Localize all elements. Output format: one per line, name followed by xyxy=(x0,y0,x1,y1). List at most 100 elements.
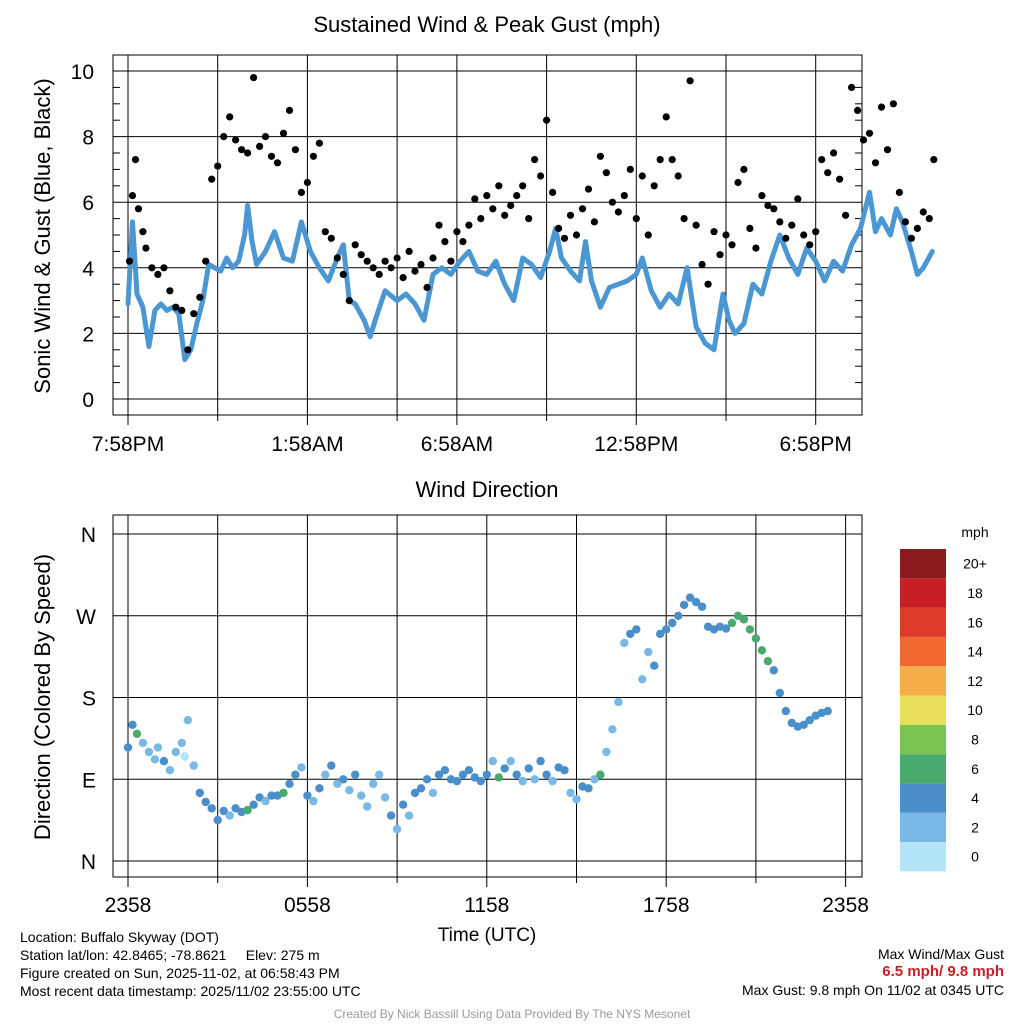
gust-point xyxy=(447,257,455,265)
direction-ytick-label: N xyxy=(81,851,96,874)
direction-point xyxy=(632,625,641,634)
gust-point xyxy=(327,234,335,242)
gust-point xyxy=(131,156,140,164)
direction-point xyxy=(213,815,222,825)
gust-point xyxy=(674,172,682,180)
gust-point xyxy=(728,241,736,249)
direction-point xyxy=(363,802,372,811)
direction-point xyxy=(805,716,814,725)
gust-point xyxy=(608,198,617,206)
sonic-wind-line xyxy=(125,189,935,363)
station-info: Location: Buffalo Skyway (DOT) Station l… xyxy=(20,928,361,1000)
wind-ytick-label: 2 xyxy=(82,323,94,346)
direction-point xyxy=(602,747,611,757)
gust-point xyxy=(632,215,640,223)
direction-point xyxy=(488,756,497,766)
direction-point xyxy=(309,796,318,806)
gust-point xyxy=(620,192,628,200)
colorbar-label: 0 xyxy=(971,849,979,865)
gust-point xyxy=(261,133,270,141)
gust-point xyxy=(566,211,575,219)
direction-plot-frame xyxy=(112,514,863,878)
gust-point xyxy=(160,264,168,272)
direction-point xyxy=(572,795,581,804)
gust-point xyxy=(764,201,772,210)
direction-chart-title: Wind Direction xyxy=(415,477,558,502)
gust-point xyxy=(770,205,778,213)
gust-point xyxy=(572,231,581,239)
gust-point xyxy=(345,297,353,305)
direction-point xyxy=(650,661,659,670)
direction-point xyxy=(470,773,479,782)
gust-point xyxy=(889,100,898,108)
colorbar-label: 12 xyxy=(967,673,983,689)
credit-line: Created By Nick Bassill Using Data Provi… xyxy=(333,1007,691,1021)
gust-point xyxy=(273,159,282,167)
gust-point xyxy=(387,264,395,272)
direction-point xyxy=(201,797,210,807)
direction-point xyxy=(434,770,444,779)
direction-point xyxy=(267,791,276,800)
direction-point xyxy=(303,791,312,800)
gust-point xyxy=(782,234,790,242)
gust-point xyxy=(602,169,611,177)
direction-point xyxy=(144,747,154,757)
gust-point xyxy=(626,165,634,173)
gust-point xyxy=(531,156,539,164)
direction-point xyxy=(638,675,647,684)
gust-point xyxy=(238,146,246,154)
direction-point xyxy=(386,811,396,820)
direction-point xyxy=(189,761,198,770)
direction-point xyxy=(339,775,348,784)
direction-point xyxy=(375,770,384,779)
gust-point xyxy=(441,238,449,246)
direction-xtick-label: 1758 xyxy=(643,894,690,917)
gust-point xyxy=(363,257,371,265)
gust-point xyxy=(806,241,814,249)
gust-point xyxy=(417,260,425,269)
gust-point xyxy=(423,283,431,292)
direction-point xyxy=(757,646,767,655)
gust-point xyxy=(375,270,383,278)
gust-point xyxy=(525,215,533,223)
direction-point xyxy=(769,666,778,675)
gust-point xyxy=(315,139,323,147)
gust-point xyxy=(776,218,784,226)
direction-point xyxy=(132,729,142,738)
direction-point xyxy=(476,776,485,786)
colorbar-label: 20+ xyxy=(963,556,987,572)
gust-point xyxy=(369,264,377,272)
colorbar-swatch xyxy=(900,842,946,872)
gust-point xyxy=(842,211,850,219)
gust-point xyxy=(650,182,658,190)
gust-point xyxy=(166,287,174,295)
direction-point xyxy=(159,756,169,766)
wind-ytick-label: 8 xyxy=(82,127,94,150)
colorbar-label: 10 xyxy=(967,702,983,718)
gust-point xyxy=(357,251,365,259)
colorbar-label: 14 xyxy=(967,644,983,660)
colorbar-label: 4 xyxy=(971,790,979,806)
gust-point xyxy=(399,274,407,282)
colorbar-swatch xyxy=(900,666,946,696)
direction-point xyxy=(799,720,808,729)
direction-point xyxy=(321,770,330,779)
direction-point xyxy=(345,786,354,795)
direction-point xyxy=(128,720,137,729)
max-gust-time: Max Gust: 9.8 mph On 11/02 at 0345 UTC xyxy=(742,982,1004,998)
gust-point xyxy=(698,260,706,269)
gust-point xyxy=(405,247,413,255)
wind-xtick-label: 6:58PM xyxy=(780,433,852,456)
direction-ytick-label: N xyxy=(81,524,96,547)
gust-point xyxy=(818,156,826,164)
gust-point xyxy=(883,146,892,154)
gust-point xyxy=(752,244,760,252)
direction-point xyxy=(775,688,784,698)
station-latlon: Station lat/lon: 42.8465; -78.8621 xyxy=(20,947,227,963)
gust-point xyxy=(824,169,832,177)
gust-point xyxy=(507,201,515,210)
wind-chart-ylabel: Sonic Wind & Gust (Blue, Black) xyxy=(30,78,55,393)
wind-ytick-label: 4 xyxy=(82,258,94,281)
direction-point xyxy=(739,615,749,624)
